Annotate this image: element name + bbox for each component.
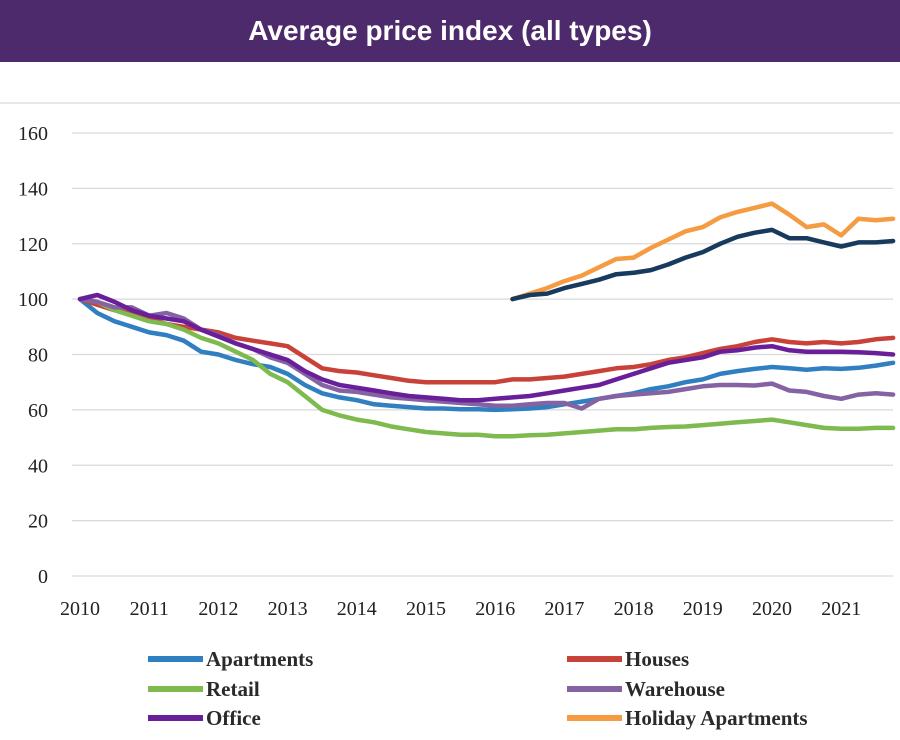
legend-label: Holiday Apartments <box>625 706 808 730</box>
y-tick-label: 20 <box>28 511 48 533</box>
series-line-retail <box>77 296 896 439</box>
x-tick-label: 2016 <box>475 598 515 620</box>
x-tick-label: 2017 <box>544 598 584 620</box>
x-tick-label: 2010 <box>60 598 100 620</box>
y-tick-label: 140 <box>18 178 48 200</box>
x-tick-label: 2021 <box>821 598 861 620</box>
series-line-holiday-apartments <box>510 201 896 302</box>
series-lines <box>77 201 896 439</box>
x-tick-label: 2018 <box>614 598 654 620</box>
legend-label: Office <box>206 706 261 730</box>
chart-title: Average price index (all types) <box>0 0 900 62</box>
y-tick-label: 60 <box>28 400 48 422</box>
y-tick-label: 120 <box>18 234 48 256</box>
y-axis-ticks: 0 20 40 60 80 100 120 140 160 <box>18 123 48 588</box>
x-tick-label: 2011 <box>130 598 169 620</box>
x-tick-label: 2013 <box>268 598 308 620</box>
x-tick-label: 2015 <box>406 598 446 620</box>
x-tick-label: 2012 <box>198 598 238 620</box>
legend-label: Warehouse <box>625 677 725 701</box>
legend-label: Houses <box>625 647 689 671</box>
legend-label: Retail <box>206 677 260 701</box>
y-tick-label: 0 <box>38 566 48 588</box>
series-line-houses <box>77 296 896 385</box>
x-tick-label: 2014 <box>337 598 377 620</box>
y-tick-label: 160 <box>18 123 48 145</box>
x-axis-ticks: 2010 2011 2012 2013 2014 2015 2016 2017 2018 2019… <box>60 598 861 620</box>
x-tick-label: 2020 <box>752 598 792 620</box>
y-tick-label: 80 <box>28 345 48 367</box>
y-tick-label: 40 <box>28 455 48 477</box>
legend-label: Apartments <box>206 647 313 671</box>
legend: Apartments Houses Retail Warehouse Office Hol… <box>148 647 808 730</box>
series-line-office <box>77 292 896 403</box>
x-tick-label: 2019 <box>683 598 723 620</box>
y-tick-label: 100 <box>18 289 48 311</box>
series-line-holiday-apartments-index <box>510 227 896 302</box>
series-line-apartments <box>77 296 896 413</box>
